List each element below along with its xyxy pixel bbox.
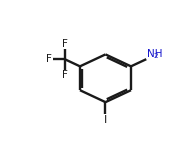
Text: F: F: [62, 70, 68, 80]
Text: I: I: [104, 115, 107, 125]
Text: F: F: [62, 39, 68, 49]
Text: 2: 2: [153, 53, 158, 59]
Text: NH: NH: [147, 49, 162, 59]
Text: F: F: [46, 54, 52, 64]
